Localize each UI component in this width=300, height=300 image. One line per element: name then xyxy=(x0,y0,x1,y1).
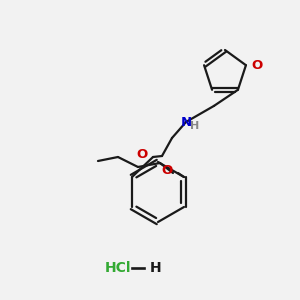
Text: O: O xyxy=(162,164,173,178)
Text: HCl: HCl xyxy=(105,261,131,275)
Text: O: O xyxy=(251,59,262,72)
Text: O: O xyxy=(137,148,148,160)
Text: N: N xyxy=(180,116,192,128)
Text: H: H xyxy=(150,261,162,275)
Text: H: H xyxy=(190,121,200,131)
